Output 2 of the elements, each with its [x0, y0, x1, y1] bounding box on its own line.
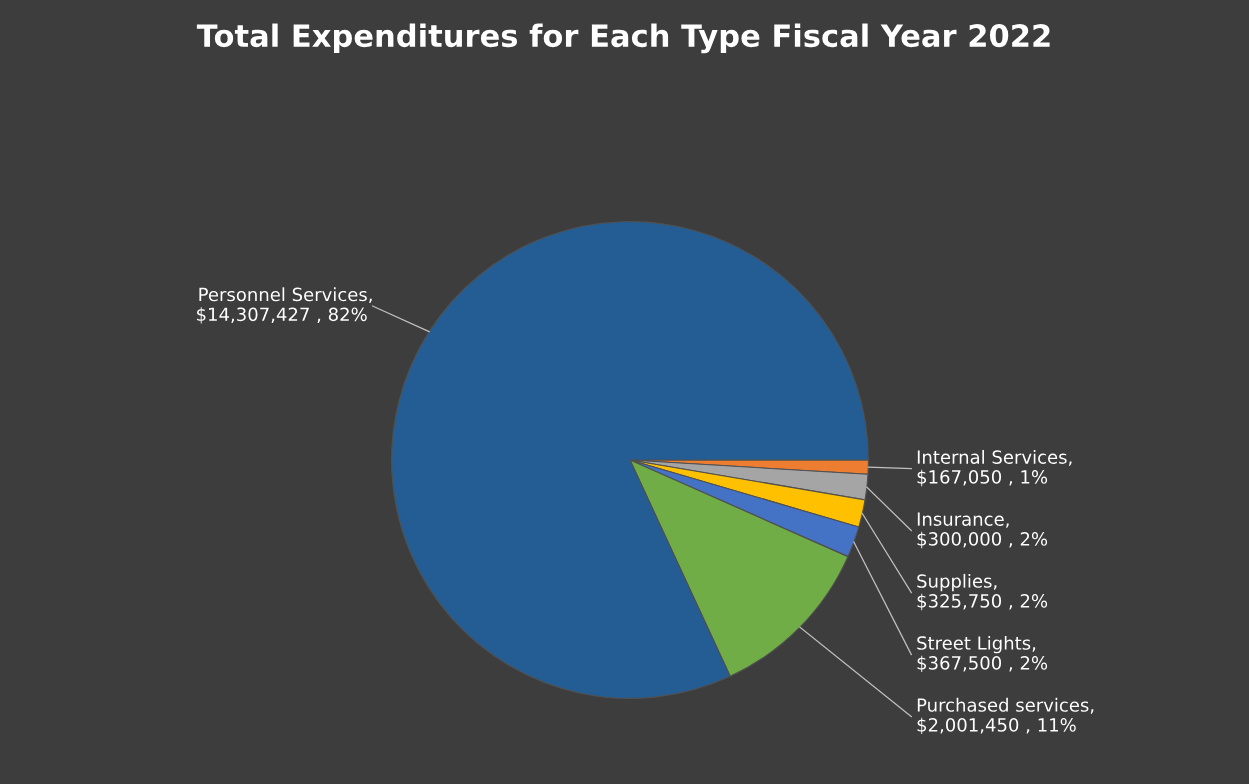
- pie-slice: [391, 221, 869, 699]
- chart-title: Total Expenditures for Each Type Fiscal Year 2022: [196, 23, 1050, 54]
